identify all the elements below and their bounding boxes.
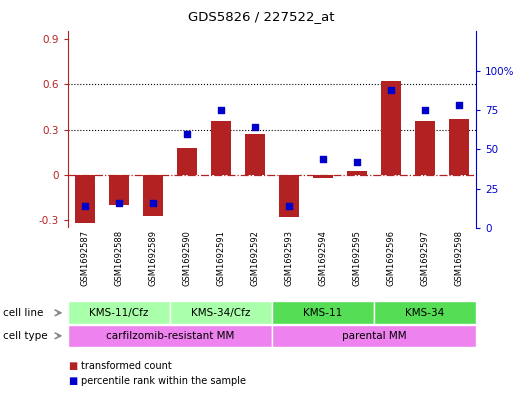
Text: ■: ■ (68, 376, 77, 386)
Bar (415, 121, 435, 175)
Bar (68, 325, 272, 347)
Text: GSM1692591: GSM1692591 (217, 230, 225, 286)
Text: transformed count: transformed count (81, 361, 172, 371)
Text: cell line: cell line (3, 308, 43, 318)
Point (217, 107, 225, 113)
Point (353, 159, 361, 165)
Point (285, 203, 293, 209)
Point (386, 86, 395, 93)
Text: carfilzomib-resistant MM: carfilzomib-resistant MM (106, 331, 234, 341)
Text: GSM1692594: GSM1692594 (319, 230, 327, 286)
Text: GSM1692590: GSM1692590 (183, 230, 191, 286)
Point (319, 156, 327, 162)
Point (454, 102, 463, 108)
Bar (279, 175, 299, 217)
Text: GSM1692592: GSM1692592 (251, 230, 259, 286)
Text: GSM1692595: GSM1692595 (353, 230, 361, 286)
Bar (381, 81, 401, 175)
Point (420, 107, 429, 113)
Bar (109, 175, 129, 205)
Point (251, 124, 259, 130)
Text: GSM1692587: GSM1692587 (81, 230, 89, 286)
Bar (272, 325, 476, 347)
Text: KMS-34: KMS-34 (405, 308, 445, 318)
Bar (68, 301, 170, 324)
Text: GSM1692596: GSM1692596 (386, 230, 395, 286)
Point (81, 203, 89, 209)
Text: ■: ■ (68, 361, 77, 371)
Bar (272, 301, 374, 324)
Text: GSM1692597: GSM1692597 (420, 230, 429, 286)
Bar (177, 148, 197, 175)
Bar (313, 175, 333, 178)
Point (115, 200, 123, 206)
Text: GSM1692598: GSM1692598 (454, 230, 463, 286)
Bar (374, 301, 476, 324)
Bar (211, 121, 231, 175)
Text: GDS5826 / 227522_at: GDS5826 / 227522_at (188, 10, 335, 23)
Text: KMS-11: KMS-11 (303, 308, 343, 318)
Point (183, 130, 191, 137)
Point (149, 200, 157, 206)
Bar (347, 171, 367, 175)
Text: cell type: cell type (3, 331, 47, 341)
Text: GSM1692588: GSM1692588 (115, 230, 123, 286)
Text: parental MM: parental MM (342, 331, 406, 341)
Bar (75, 175, 95, 223)
Bar (449, 119, 469, 175)
Text: KMS-34/Cfz: KMS-34/Cfz (191, 308, 251, 318)
Text: KMS-11/Cfz: KMS-11/Cfz (89, 308, 149, 318)
Bar (143, 175, 163, 216)
Bar (245, 134, 265, 175)
Text: percentile rank within the sample: percentile rank within the sample (81, 376, 246, 386)
Text: GSM1692589: GSM1692589 (149, 230, 157, 286)
Text: GSM1692593: GSM1692593 (285, 230, 293, 286)
Bar (170, 301, 272, 324)
